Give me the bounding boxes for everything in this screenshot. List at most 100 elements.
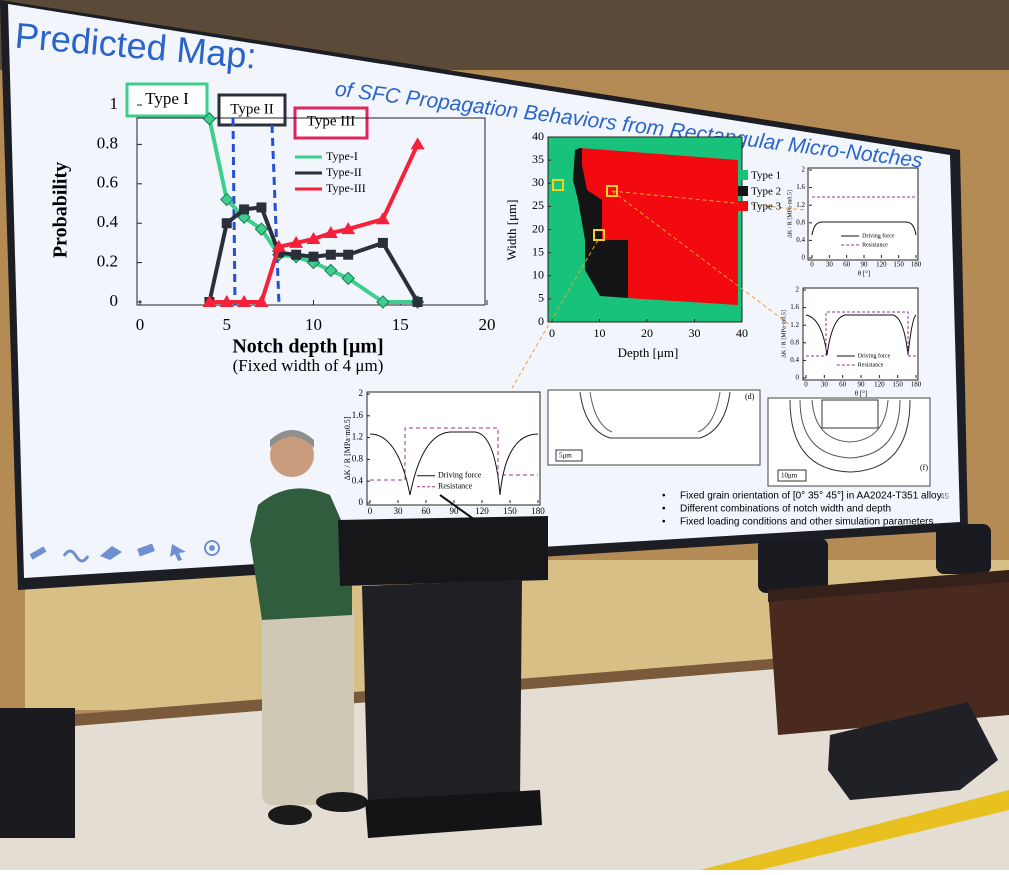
x-tick-label: 5 (223, 315, 232, 334)
x-tick-label: 120 (876, 261, 887, 269)
legend-swatch (738, 186, 748, 196)
type-box-label: Type II (230, 101, 274, 117)
x-tick-label: 150 (503, 506, 517, 516)
bullet-text: Different combinations of notch width an… (680, 504, 891, 515)
point (324, 263, 338, 278)
shoe (316, 792, 368, 812)
x-tick-label: 180 (911, 381, 922, 389)
plot-frame (366, 391, 541, 506)
point (221, 218, 232, 229)
y-tick-label: 0 (802, 254, 806, 262)
point (376, 295, 390, 309)
notch (821, 399, 879, 429)
chair (936, 524, 991, 574)
x-axis-title: θ [°] (855, 390, 868, 398)
head (270, 433, 314, 477)
y-tick-label: 0.2 (97, 252, 118, 271)
toolbar (29, 540, 220, 563)
point (375, 212, 390, 225)
plot-frame (136, 117, 486, 306)
y-tick-label: 1.6 (352, 410, 364, 420)
panel-label: (d) (745, 392, 755, 401)
hair (270, 430, 314, 448)
x-tick-label: 150 (892, 381, 903, 389)
point (237, 295, 252, 307)
x-axis-title: Notch depth [μm] (232, 336, 383, 358)
x-tick-label: 20 (479, 315, 496, 334)
y-tick-label: 0 (359, 497, 364, 507)
scale-bar (555, 449, 583, 462)
desk-top (768, 570, 1009, 602)
y-tick-label: 1.2 (352, 432, 363, 442)
point (377, 237, 388, 248)
point (289, 235, 304, 248)
y-tick-label: 35 (532, 152, 544, 166)
point (254, 295, 269, 307)
x-tick-label: 0 (136, 315, 145, 334)
bullet: • (662, 517, 666, 528)
curve (806, 311, 916, 357)
legend-label: Driving force (438, 471, 482, 480)
y-axis-title: ΔK / R [MPa·m0.5] (343, 416, 352, 480)
point (239, 204, 250, 215)
plot-frame (807, 167, 919, 261)
bullet: • (662, 504, 666, 515)
record-icon[interactable] (204, 540, 220, 556)
x-tick-label: 10 (305, 315, 322, 334)
point (410, 137, 425, 150)
y-tick-label: 0 (796, 374, 800, 382)
x-axis-title: θ [°] (858, 270, 871, 278)
x-tick-label: 90 (861, 261, 869, 269)
marker (606, 185, 618, 197)
curve-icon[interactable] (62, 549, 90, 563)
y-tick-label: 1 (110, 94, 119, 113)
legend-label: Resistance (438, 482, 473, 491)
eraser-icon[interactable] (137, 543, 155, 557)
y-tick-label: 5 (538, 291, 544, 305)
point (341, 222, 356, 235)
y-tick-label: 1.6 (796, 183, 805, 191)
x-tick-label: 60 (422, 506, 432, 516)
type-box (293, 106, 369, 140)
page-number: 45 (940, 492, 949, 501)
x-tick-label: 15 (392, 315, 409, 334)
small-chart: 0 30 60 90 120 150 180 0 0.4 0.8 1.2 1.6 2 Driving fo… (787, 166, 921, 278)
point (306, 231, 321, 244)
y-tick-label: 0.8 (796, 218, 805, 226)
y-tick-label: 0.4 (97, 212, 119, 231)
y-tick-label: 0.4 (790, 356, 799, 364)
loudspeaker (0, 708, 75, 838)
y-axis-title: ΔK / R [MPa·m0.5] (781, 310, 787, 358)
curve (805, 314, 917, 356)
point (256, 202, 267, 213)
point (220, 192, 234, 207)
point (412, 297, 423, 307)
x-tick-label: 0 (810, 261, 814, 269)
pointer-icon[interactable] (170, 544, 186, 561)
pen-icon[interactable] (29, 546, 47, 560)
contour-panel (547, 389, 761, 466)
podium-base (365, 790, 542, 838)
connector (611, 190, 791, 326)
y-tick-label: 1.2 (796, 201, 805, 209)
y-tick-label: 1.6 (790, 303, 799, 311)
y-tick-label: 20 (532, 221, 544, 235)
podium-body (362, 580, 522, 806)
trousers (262, 605, 354, 805)
x-tick-label: 90 (858, 381, 866, 389)
highlighter-icon[interactable] (100, 546, 122, 560)
divider-line (231, 117, 237, 306)
legend-label: Type 1 (751, 170, 781, 182)
legend-label: Driving force (862, 232, 895, 239)
point (341, 271, 355, 286)
point (325, 249, 336, 260)
curve (369, 431, 539, 496)
contour (799, 399, 901, 459)
bullet-text: Fixed grain orientation of [0° 35° 45°] … (680, 491, 942, 502)
y-tick-label: 0.6 (97, 173, 118, 192)
x-tick-label: 30 (394, 506, 404, 516)
y-tick-label: 30 (532, 175, 544, 189)
record-icon-dot (209, 545, 215, 551)
legend-swatch (738, 201, 748, 211)
